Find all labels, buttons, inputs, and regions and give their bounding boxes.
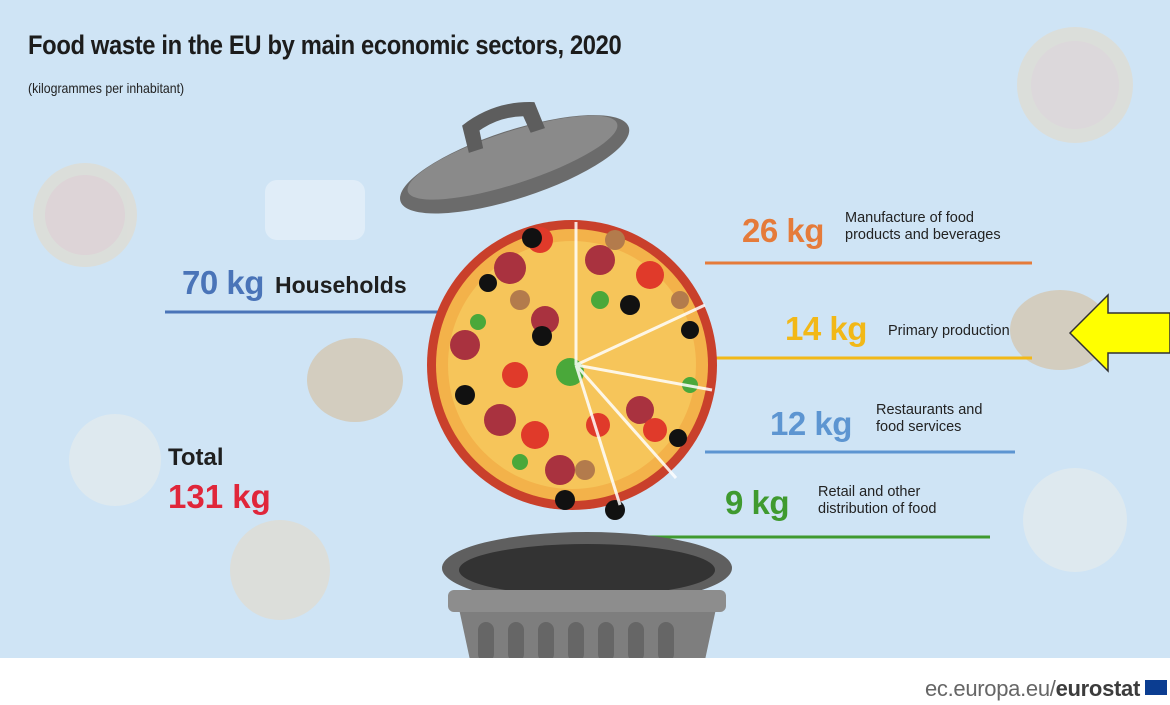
- eu-flag-icon: [1145, 680, 1167, 695]
- source-footer: ec.europa.eu/eurostat: [925, 676, 1140, 702]
- trash-lid-icon: [400, 102, 630, 214]
- restaurants-amount: 12 kg: [770, 405, 852, 442]
- primary-label: Primary production: [888, 323, 1010, 339]
- faded-pizza-icon-2: [1017, 27, 1133, 143]
- chart-subtitle: (kilogrammes per inhabitant): [28, 80, 185, 96]
- infographic-art: [33, 27, 1170, 658]
- arrow-left-icon: [1068, 293, 1170, 373]
- retail-label: Retail and other distribution of food: [818, 484, 937, 517]
- source-url: ec.europa.eu/: [924, 676, 1056, 701]
- background-decorations: [33, 27, 1133, 620]
- pizza-icon: [427, 220, 717, 520]
- trash-can-icon: [442, 532, 732, 658]
- manufacture-label: Manufacture of food products and beverag…: [845, 210, 1001, 243]
- faded-burger-icon: [307, 338, 403, 422]
- total-value: 131 kg: [168, 478, 271, 515]
- faded-plate-icon-2: [1023, 468, 1127, 572]
- faded-pizza-topping: [45, 175, 125, 255]
- primary-amount: 14 kg: [785, 310, 867, 347]
- infographic-panel: Food waste in the EU by main economic se…: [0, 0, 1170, 658]
- restaurants-label: Restaurants and food services: [876, 402, 983, 435]
- faded-pizza-icon: [33, 163, 137, 267]
- total-label: Total: [168, 444, 224, 471]
- source-brand: eurostat: [1055, 676, 1141, 701]
- chart-title: Food waste in the EU by main economic se…: [28, 30, 622, 60]
- faded-plate-icon: [69, 414, 161, 506]
- households-label: Households: [275, 272, 407, 298]
- faded-sushi-icon: [265, 180, 365, 240]
- faded-burger-icon-2: [1010, 290, 1110, 370]
- retail-amount: 9 kg: [725, 484, 790, 521]
- manufacture-amount: 26 kg: [742, 212, 824, 249]
- faded-pizza-icon-3: [230, 520, 330, 620]
- faded-pizza-topping-2: [1031, 41, 1119, 129]
- households-amount: 70 kg: [182, 264, 264, 301]
